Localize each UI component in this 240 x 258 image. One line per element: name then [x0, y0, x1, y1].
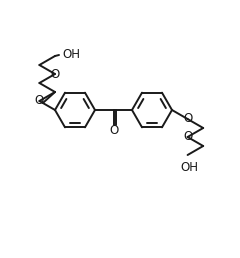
Text: OH: OH	[180, 161, 198, 174]
Text: OH: OH	[62, 47, 80, 60]
Text: O: O	[35, 94, 44, 108]
Text: O: O	[183, 131, 192, 143]
Text: O: O	[50, 68, 60, 80]
Text: O: O	[183, 112, 192, 125]
Text: O: O	[110, 125, 119, 138]
